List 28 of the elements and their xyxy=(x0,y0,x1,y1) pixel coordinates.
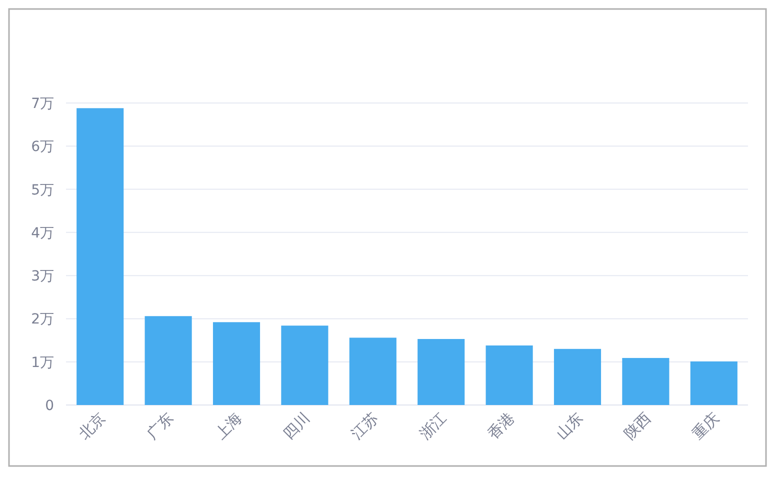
x-tick-label: 陕西 xyxy=(620,409,655,444)
y-tick-label: 4万 xyxy=(31,225,54,242)
y-tick-label: 3万 xyxy=(31,268,54,285)
x-tick-label: 四川 xyxy=(280,409,314,444)
y-tick-label: 0 xyxy=(45,398,54,414)
bar xyxy=(622,358,670,405)
bar xyxy=(281,326,328,405)
bar xyxy=(349,338,396,405)
x-tick-label: 北京 xyxy=(74,409,109,444)
y-tick-label: 7万 xyxy=(31,96,54,112)
y-tick-label: 5万 xyxy=(31,182,54,198)
x-tick-label: 山东 xyxy=(552,409,586,444)
x-tick-label: 江苏 xyxy=(348,409,382,444)
bar xyxy=(486,345,533,405)
bar xyxy=(144,316,192,405)
x-tick-label: 重庆 xyxy=(688,409,723,444)
bar xyxy=(212,322,260,405)
x-tick-label: 广东 xyxy=(143,409,178,444)
y-tick-label: 2万 xyxy=(31,312,54,328)
x-tick-label: 浙江 xyxy=(416,409,450,444)
bar xyxy=(690,361,738,405)
bar xyxy=(554,348,602,405)
y-tick-label: 1万 xyxy=(31,354,54,371)
y-tick-label: 6万 xyxy=(31,139,54,156)
x-tick-label: 上海 xyxy=(211,409,246,444)
bar xyxy=(76,108,124,405)
bar xyxy=(418,338,465,405)
x-tick-label: 香港 xyxy=(484,409,518,444)
